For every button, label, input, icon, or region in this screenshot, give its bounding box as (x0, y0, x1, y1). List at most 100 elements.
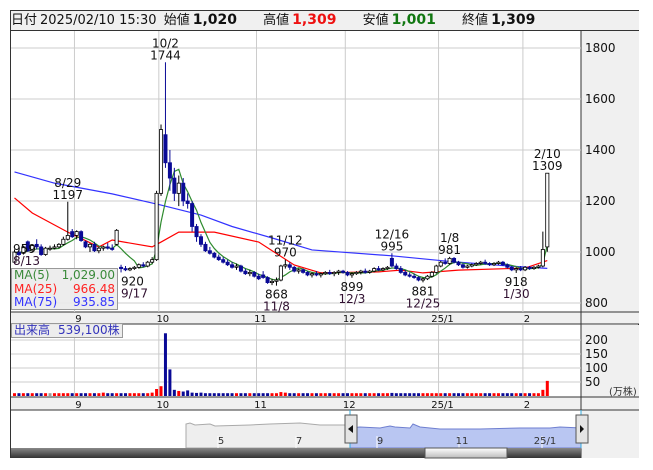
volume-bar (88, 393, 92, 396)
candle-body (16, 251, 21, 255)
candle-body (500, 261, 505, 266)
volume-bar (44, 393, 48, 396)
scrollbar-track[interactable] (11, 448, 581, 458)
volume-bar (177, 390, 181, 396)
volume-bar (461, 393, 465, 396)
volume-bar (124, 393, 127, 396)
volume-bar (292, 393, 296, 396)
candle-body (114, 229, 119, 245)
volume-bar (92, 393, 96, 396)
candle-body (65, 235, 70, 240)
candle-body (150, 259, 155, 263)
candle-body (198, 236, 203, 245)
candle-body (429, 271, 434, 277)
candle-body (105, 246, 110, 249)
volume-bar (443, 393, 447, 396)
month-tick-label: 9 (75, 314, 81, 325)
volume-bar (26, 393, 30, 396)
high-annotation-value: 1309 (532, 159, 563, 173)
high-annotation-date: 2/10 (534, 147, 561, 161)
navigator-month-label: 5 (218, 436, 224, 447)
volume-bar (52, 393, 56, 396)
candle-body (127, 268, 132, 271)
candle-body (505, 264, 510, 268)
volume-bar (323, 393, 327, 396)
candle-body (438, 261, 443, 267)
candle-body (101, 246, 106, 249)
price-tick-label: 1200 (585, 194, 616, 208)
candle-body (341, 270, 346, 273)
volume-bar (452, 393, 456, 396)
candle-body (278, 265, 283, 281)
navigator-out-range-area (185, 422, 351, 449)
price-tick-label: 1000 (585, 245, 616, 259)
open-label: 始値 (163, 13, 190, 28)
candle-body (354, 271, 359, 275)
candle-body (407, 274, 412, 277)
volume-bar (252, 393, 256, 396)
navigator-month-label: 11 (456, 436, 469, 447)
price-tick-label: 800 (585, 296, 608, 310)
candle-body (531, 266, 536, 269)
candle-body (509, 266, 514, 271)
candle-body (145, 261, 150, 267)
volume-bar (341, 393, 345, 396)
volume-bar (496, 393, 500, 396)
candle-body (434, 265, 439, 273)
candle-body (287, 264, 292, 268)
candle-body (518, 268, 523, 271)
volume-bar (235, 393, 238, 396)
volume-bar (48, 393, 52, 396)
candle-body (216, 256, 221, 261)
candle-body (12, 251, 17, 263)
month-axis-strip-volume (11, 397, 639, 410)
moving-averages (14, 168, 548, 281)
volume-bar (35, 393, 39, 396)
volume-title: 出来高 (14, 323, 51, 337)
legend-name: MA(75) (14, 295, 58, 309)
candle-body (87, 243, 92, 248)
scrollbar-thumb[interactable] (424, 447, 508, 459)
volume-bar (372, 393, 376, 396)
month-tick-label: 12 (343, 314, 356, 325)
volume-bar (150, 392, 154, 396)
volume-bar (141, 393, 145, 396)
candles (12, 62, 550, 286)
month-tick-label: 11 (254, 314, 267, 325)
candle-body (83, 241, 88, 248)
volume-bar (439, 393, 443, 396)
candle-body (523, 266, 528, 271)
candle-body (536, 265, 541, 268)
volume-bar (523, 393, 527, 396)
candle-body (447, 257, 452, 264)
candle-body (25, 241, 30, 252)
candle-body (527, 266, 532, 269)
low-annotation-value: 868 (265, 288, 288, 302)
volume-bar (279, 392, 283, 396)
volume-bar (137, 393, 141, 396)
volume-bar (350, 393, 354, 396)
candle-body (39, 246, 44, 255)
candle-body (305, 271, 310, 276)
volume-bar (208, 393, 212, 396)
volume-bar (110, 393, 114, 396)
candle-body (256, 275, 261, 280)
volume-bar (314, 393, 318, 396)
candle-body (74, 231, 79, 236)
legend-name: MA(25) (14, 281, 58, 296)
legend-ma25: MA(25) 966.48 (14, 281, 115, 297)
candle-body (478, 261, 483, 264)
low-annotation-date: 8/13 (13, 254, 40, 268)
candle-body (323, 271, 328, 275)
candle-body (412, 275, 417, 278)
candle-body (483, 261, 488, 264)
volume-bar (168, 369, 172, 396)
volume-bar (519, 393, 523, 396)
range-navigator[interactable]: 5 7 9 11 25/1 (11, 410, 589, 459)
month-tick-label: 12 (343, 400, 356, 411)
candle-body (540, 249, 545, 267)
low-value: 1,001 (391, 12, 436, 28)
volume-bar (399, 393, 403, 396)
candle-body (403, 271, 408, 276)
candle-body (270, 280, 275, 284)
